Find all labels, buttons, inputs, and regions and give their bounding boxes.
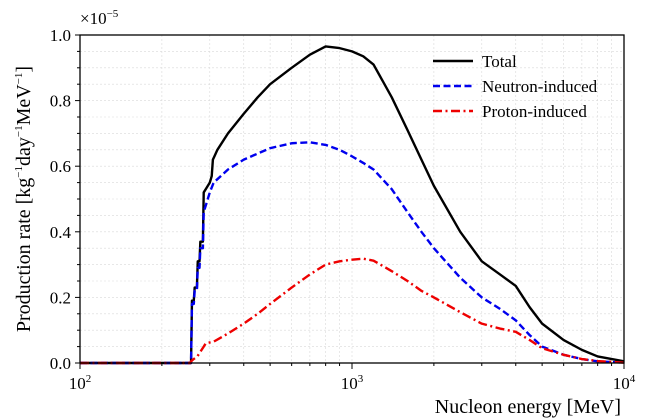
series-lines: [80, 45, 625, 365]
x-tick-label: 102: [69, 373, 92, 393]
legend-label: Neutron-induced: [482, 77, 598, 96]
y-multiplier-exponent: −5: [107, 8, 119, 20]
y-label-part: MeV: [13, 84, 35, 126]
tick-labels: 0.0 0.2 0.4 0.6 0.8 1.0 102 103 104: [50, 26, 636, 393]
x-tick-label: 104: [613, 373, 636, 393]
legend-label: Total: [482, 52, 517, 71]
series-line-total: [80, 45, 625, 365]
y-tick-label: 0.6: [50, 157, 71, 176]
series-line-neutron-induced: [80, 141, 625, 365]
legend: Total Neutron-induced Proton-induced: [433, 52, 598, 121]
y-label-exp: −1: [13, 73, 25, 85]
y-tick-label: 1.0: [50, 26, 71, 45]
y-label-part: day: [13, 137, 35, 166]
y-tick-label: 0.8: [50, 92, 71, 111]
y-label-part: Production rate [kg: [13, 178, 35, 332]
y-multiplier: ×10−5: [80, 8, 119, 28]
axis-ticks: [75, 34, 625, 369]
y-multiplier-base: ×10: [80, 9, 107, 28]
x-tick-label: 103: [341, 373, 364, 393]
y-axis-label: Production rate [kg−1day−1MeV−1]: [13, 66, 35, 332]
y-label-exp: −1: [13, 166, 25, 178]
series-line-proton-induced: [80, 257, 625, 365]
y-label-part: ]: [13, 66, 35, 73]
y-tick-label: 0.4: [50, 223, 72, 242]
x-axis-label: Nucleon energy [MeV]: [435, 396, 621, 418]
y-tick-label: 0.0: [50, 354, 71, 373]
y-tick-label: 0.2: [50, 288, 71, 307]
legend-label: Proton-induced: [482, 102, 587, 121]
y-label-exp: −1: [13, 125, 25, 137]
